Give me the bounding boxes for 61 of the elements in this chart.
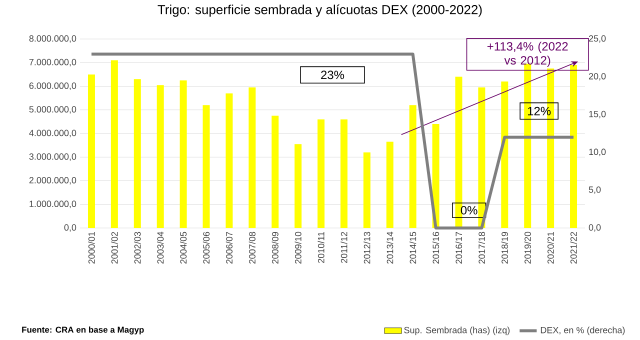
x-tick-label: 2006/07 <box>226 232 233 264</box>
annotation: 23% <box>321 70 344 80</box>
y2-tick-label: 0,0 <box>588 224 601 232</box>
y2-tick-label: 20,0 <box>588 73 606 81</box>
x-tick-label: 2019/20 <box>524 232 531 264</box>
x-tick-label: 2010/11 <box>318 232 324 263</box>
x-tick-label: 2009/10 <box>294 232 302 264</box>
y-tick-label: 6.000.000,0 <box>29 82 76 90</box>
x-tick-label: 2003/04 <box>157 232 164 264</box>
x-tick-label: 2018/19 <box>501 232 508 264</box>
y-tick-label: 8.000.000,0 <box>29 35 76 43</box>
y-tick-label: 7.000.000,0 <box>29 58 76 66</box>
bar <box>134 79 141 228</box>
x-tick-label: 2005/06 <box>202 232 210 264</box>
bar <box>340 119 348 228</box>
y2-tick-label: 25,0 <box>588 35 606 43</box>
bar <box>294 144 302 228</box>
x-tick-label: 2014/15 <box>410 232 416 264</box>
x-tick-label: 2011/12 <box>340 232 348 263</box>
y-tick-label: 1.000.000,0 <box>30 200 76 208</box>
bar <box>180 80 187 228</box>
y-tick-label: 3.000.000,0 <box>29 153 76 161</box>
legend-label: Sup. Sembrada (has) (izq) <box>404 326 510 336</box>
x-tick-label: 2015/16 <box>432 232 440 264</box>
annotation: +113,4% (2022 vs 2012) <box>487 42 568 67</box>
bar <box>156 85 164 228</box>
y-tick-label: 4.000.000,0 <box>29 130 76 138</box>
bar <box>318 119 325 228</box>
x-tick-label: 2001/02 <box>111 232 118 264</box>
x-tick-label: 2007/08 <box>248 232 256 264</box>
x-tick-label: 2021/22 <box>570 232 577 264</box>
x-tick-label: 2002/03 <box>134 232 141 264</box>
bar <box>202 105 210 228</box>
source-note: Fuente: CRA en base a Magyp <box>22 326 144 334</box>
bar <box>110 60 118 228</box>
bar <box>409 105 416 228</box>
bar <box>363 152 370 228</box>
x-tick-label: 2017/18 <box>478 232 486 264</box>
x-tick-label: 2000/01 <box>88 232 95 264</box>
x-tick-label: 2013/14 <box>386 232 394 264</box>
x-tick-label: 2016/17 <box>455 232 462 264</box>
y-tick-label: 0,0 <box>64 224 76 232</box>
y2-tick-label: 10,0 <box>589 148 606 156</box>
bar <box>226 93 233 228</box>
bar <box>478 87 486 228</box>
chart-title: Trigo: superficie sembrada y alícuotas DEX (2000-2022) <box>158 4 482 17</box>
bar <box>272 116 279 228</box>
bar <box>455 76 462 228</box>
x-tick-label: 2004/05 <box>180 232 187 264</box>
bar <box>386 142 394 228</box>
y2-tick-label: 15,0 <box>589 110 606 118</box>
y-tick-label: 5.000.000,0 <box>29 106 76 114</box>
y-tick-label: 2.000.000,0 <box>29 177 76 184</box>
bar <box>501 82 508 228</box>
bar <box>248 87 256 228</box>
legend-label: DEX, en % (derecha) <box>540 326 625 336</box>
y2-tick-label: 5,0 <box>588 186 601 194</box>
x-tick-label: 2012/13 <box>364 232 370 264</box>
x-tick-label: 2008/09 <box>272 232 278 264</box>
x-tick-label: 2020/21 <box>547 232 554 264</box>
bar <box>88 74 95 228</box>
